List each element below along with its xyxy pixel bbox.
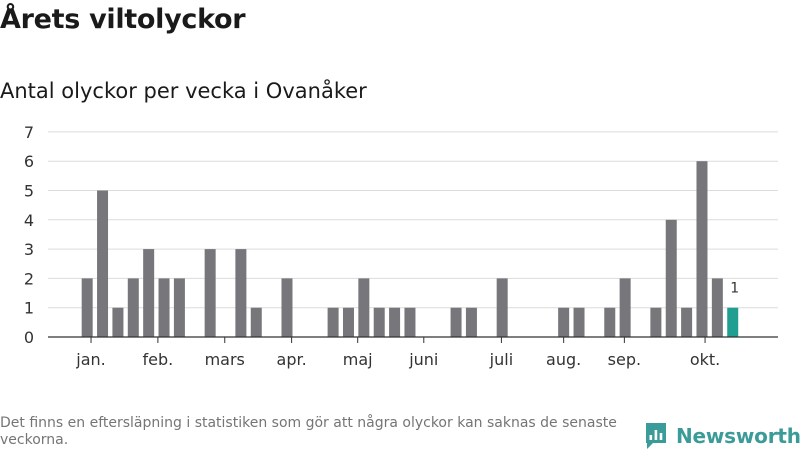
bar	[450, 307, 462, 337]
bar	[665, 219, 677, 337]
bar	[373, 307, 385, 337]
bar	[696, 161, 708, 337]
bar	[250, 307, 262, 337]
bar	[465, 307, 477, 337]
bar	[173, 278, 185, 337]
bar	[158, 278, 170, 337]
x-tick-label: juli	[489, 350, 513, 369]
bar	[619, 278, 631, 337]
bar	[81, 278, 93, 337]
bar	[97, 190, 109, 337]
bar	[573, 307, 585, 337]
bar	[650, 307, 662, 337]
bar	[604, 307, 616, 337]
data-labels: 1	[730, 281, 739, 297]
bar	[389, 307, 401, 337]
x-tick-label: juni	[408, 350, 438, 369]
newsworthy-logo-icon	[646, 423, 666, 449]
y-tick-label: 0	[24, 328, 34, 347]
bar	[358, 278, 370, 337]
x-tick-label: jan.	[75, 350, 105, 369]
bar	[235, 249, 247, 337]
bar	[558, 307, 570, 337]
x-tick-label: maj	[343, 350, 373, 369]
y-tick-label: 7	[24, 123, 34, 142]
bar	[404, 307, 416, 337]
gridlines	[48, 131, 778, 309]
brand[interactable]: Newsworthy	[644, 421, 800, 451]
chart-title: Årets viltolyckor	[0, 4, 246, 35]
bar	[496, 278, 508, 337]
y-tick-label: 2	[24, 269, 34, 288]
bar	[342, 307, 354, 337]
bar	[127, 278, 139, 337]
bar	[143, 249, 155, 337]
footnote: Det finns en eftersläpning i statistiken…	[0, 415, 617, 448]
data-label: 1	[730, 281, 739, 297]
bar-current-week	[727, 307, 739, 337]
bar	[112, 307, 124, 337]
bar	[681, 307, 693, 337]
y-tick-label: 5	[24, 182, 34, 201]
x-tick-label: okt.	[690, 350, 720, 369]
x-tick-label: aug.	[546, 350, 581, 369]
bar	[327, 307, 339, 337]
bar	[204, 249, 216, 337]
y-tick-label: 1	[24, 299, 34, 318]
y-tick-label: 6	[24, 152, 34, 171]
chart-subtitle: Antal olyckor per vecka i Ovanåker	[0, 79, 367, 103]
bar-chart: 0 1 2 3 4 5 6 7 1 jan. feb. mars apr. maj juni juli au…	[24, 123, 778, 369]
y-tick-label: 4	[24, 211, 34, 230]
bar	[281, 278, 293, 337]
x-tick-label: mars	[205, 350, 245, 369]
brand-name: Newsworthy	[676, 424, 800, 448]
y-axis-ticks: 0 1 2 3 4 5 6 7	[24, 123, 34, 347]
y-tick-label: 3	[24, 240, 34, 259]
bar	[711, 278, 723, 337]
bars	[81, 161, 739, 337]
x-tick-label: apr.	[277, 350, 307, 369]
x-axis-ticks: jan. feb. mars apr. maj juni juli aug. sep. okt.	[75, 337, 720, 369]
x-tick-label: sep.	[608, 350, 641, 369]
x-tick-label: feb.	[143, 350, 174, 369]
